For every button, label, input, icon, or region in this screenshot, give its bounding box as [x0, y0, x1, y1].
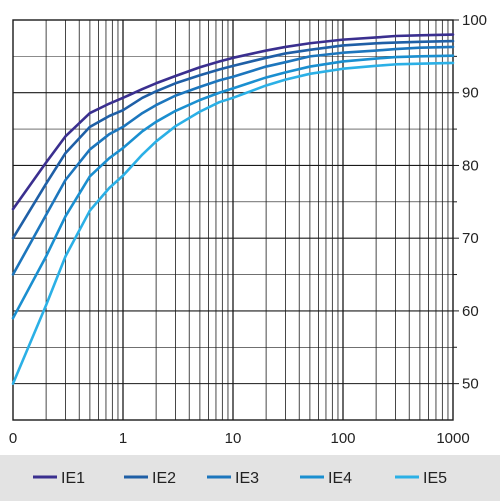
legend: IE1 IE2 IE3 IE4 IE5 [0, 455, 500, 501]
x-axis-ticks: 0 1 10 100 1000 [9, 430, 470, 447]
x-tick-label: 10 [225, 430, 242, 447]
legend-label: IE1 [61, 470, 85, 487]
legend-item-ie4: IE4 [300, 470, 352, 487]
x-tick-label: 1 [119, 430, 127, 447]
y-tick-label: 90 [462, 85, 479, 102]
series-lines [11, 33, 455, 385]
legend-item-ie1: IE1 [33, 470, 85, 487]
y-tick-label: 70 [462, 230, 479, 247]
series-line-ie3 [11, 45, 455, 276]
legend-label: IE5 [423, 470, 447, 487]
y-tick-label: 60 [462, 303, 479, 320]
legend-item-ie5: IE5 [395, 470, 447, 487]
legend-item-ie3: IE3 [207, 470, 259, 487]
x-tick-label: 1000 [436, 430, 469, 447]
legend-item-ie2: IE2 [124, 470, 176, 487]
y-axis-ticks: 50 60 70 80 90 100 [462, 12, 487, 393]
legend-label: IE3 [235, 470, 259, 487]
series-line-ie5 [11, 61, 455, 385]
y-tick-label: 100 [462, 12, 487, 29]
legend-label: IE4 [328, 470, 352, 487]
series-line-ie4 [11, 54, 455, 320]
legend-label: IE2 [152, 470, 176, 487]
series-line-ie2 [11, 39, 455, 240]
y-tick-label: 50 [462, 376, 479, 393]
grid [12, 19, 459, 421]
series-line-ie1 [11, 33, 455, 211]
y-tick-label: 80 [462, 157, 479, 174]
x-tick-label: 0 [9, 430, 17, 447]
x-tick-label: 100 [330, 430, 355, 447]
